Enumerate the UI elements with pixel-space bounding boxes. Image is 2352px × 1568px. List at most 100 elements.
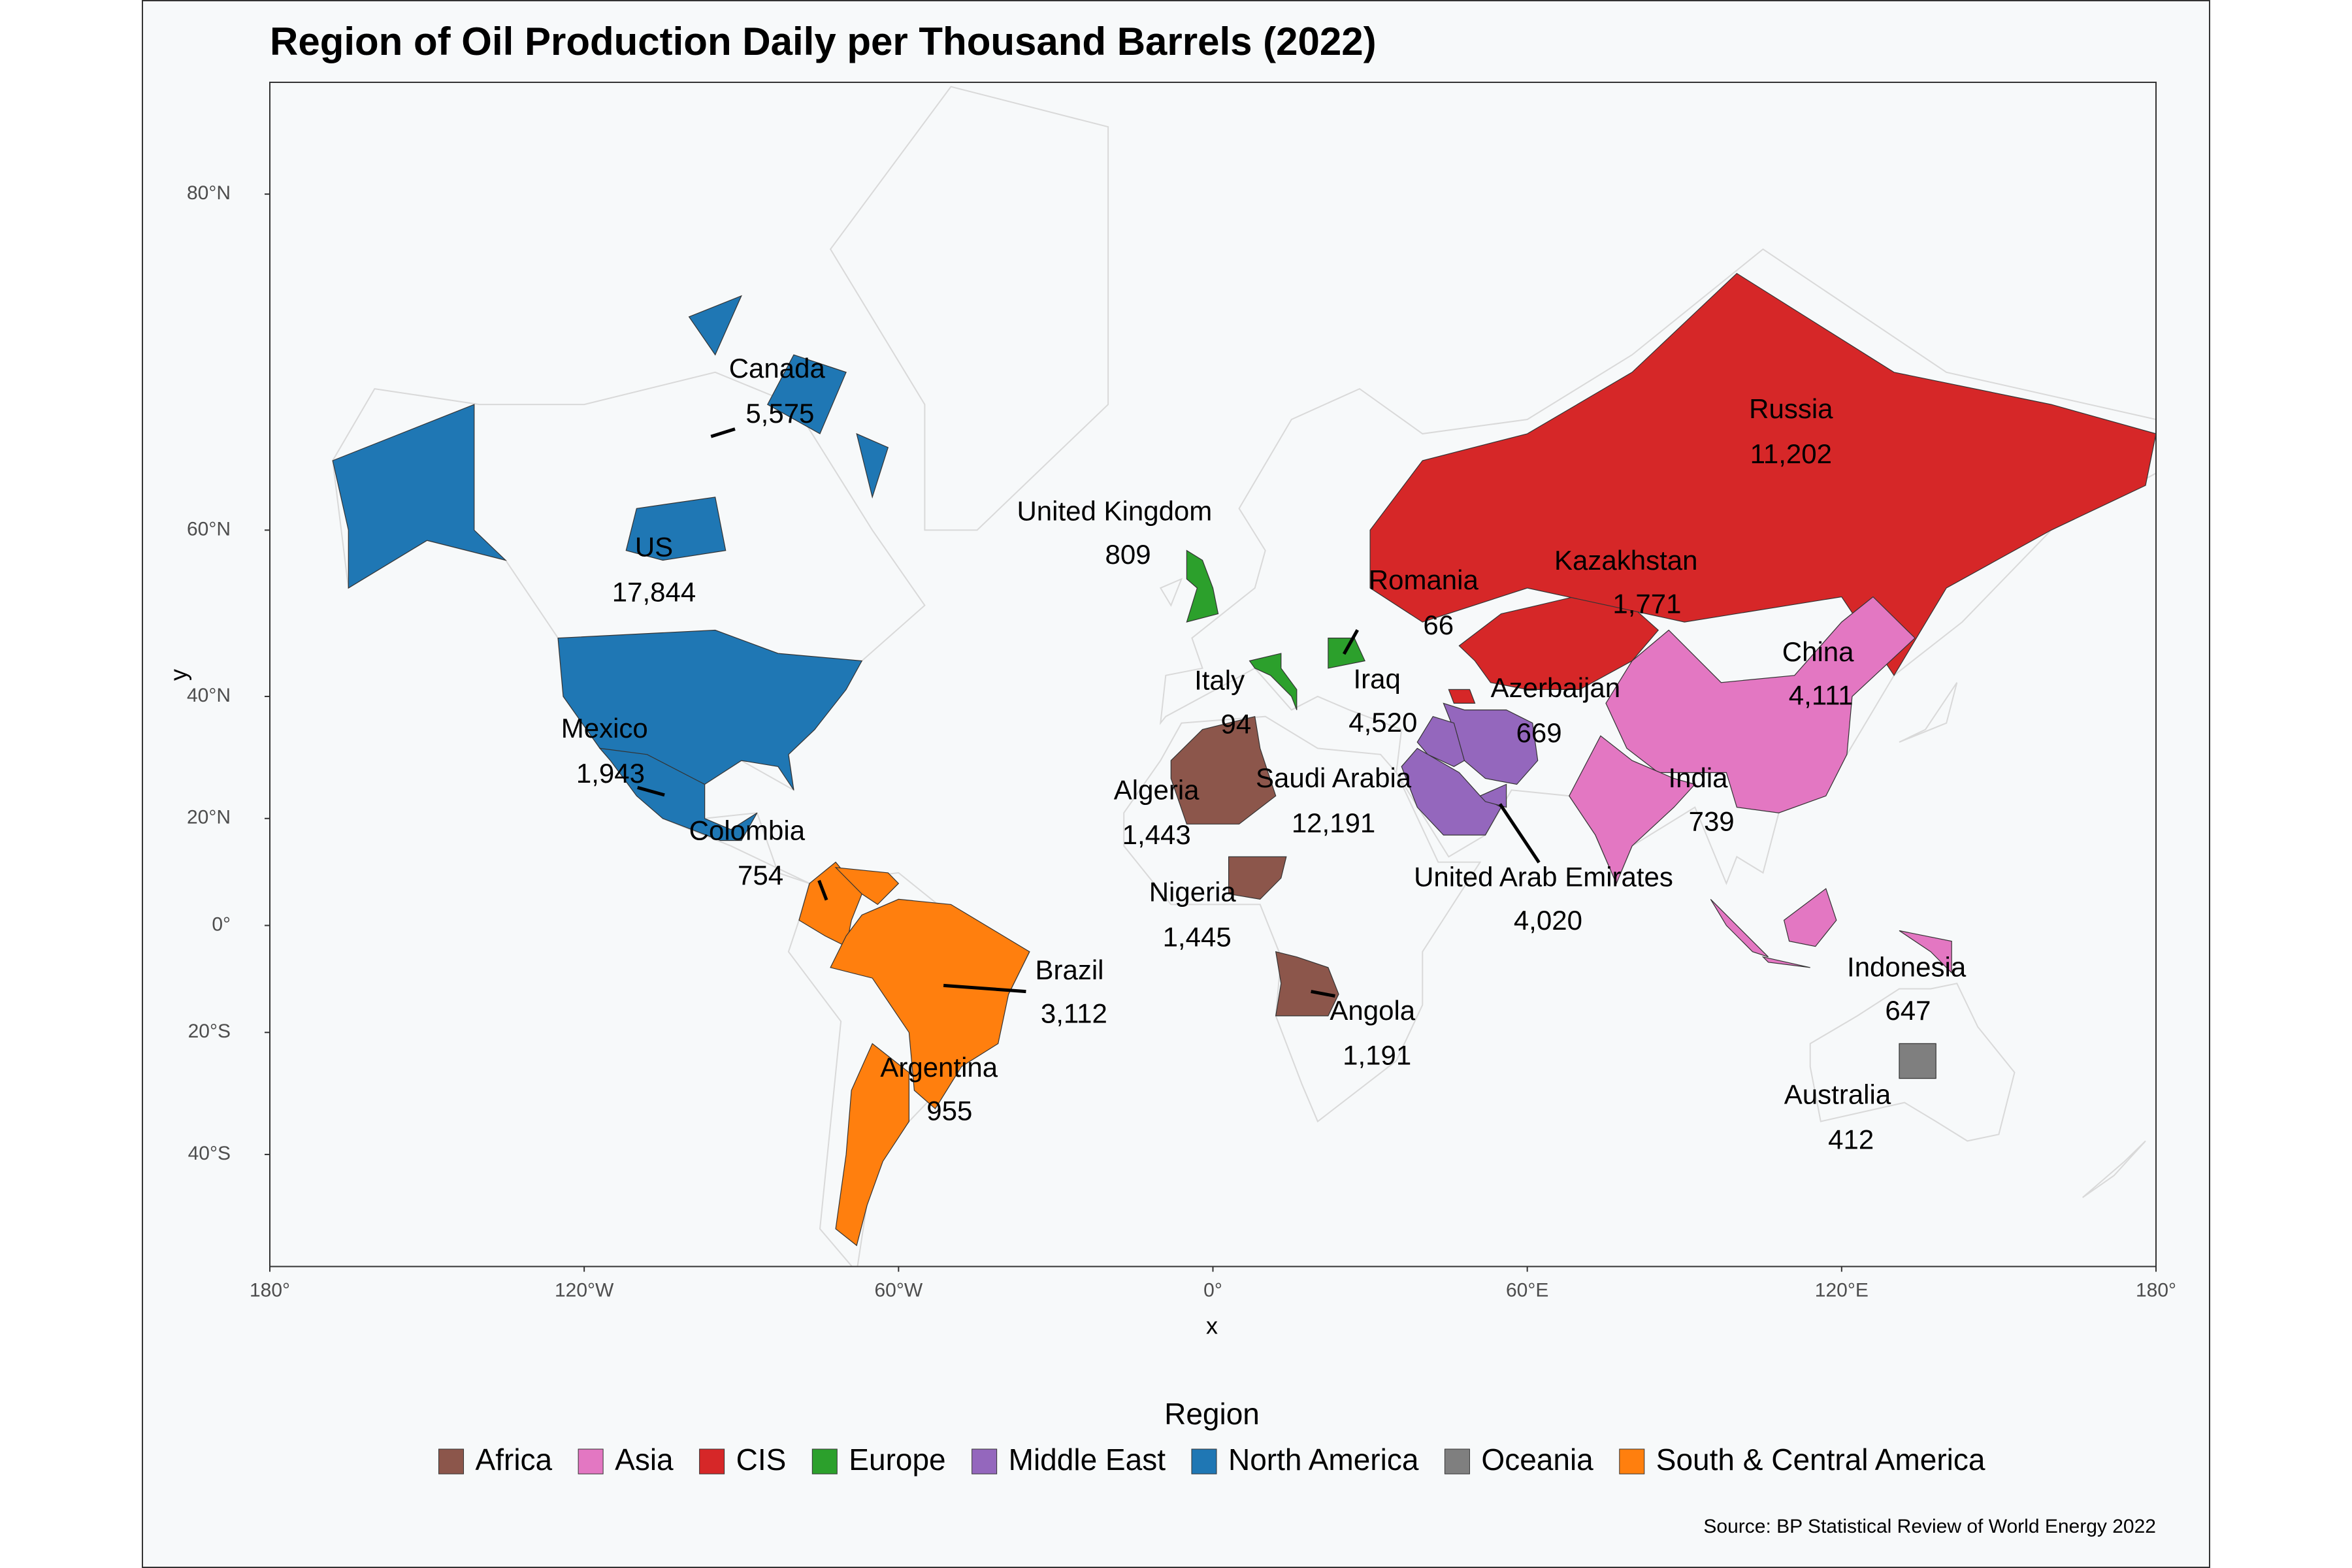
country-label: Mexico xyxy=(561,713,648,743)
legend-label: Europe xyxy=(849,1443,945,1477)
country-label: Russia xyxy=(1749,393,1833,424)
legend-swatch xyxy=(811,1448,838,1475)
country-shape xyxy=(625,497,727,561)
country-label: United Kingdom xyxy=(1017,495,1212,526)
country-shape xyxy=(1710,898,1769,958)
value-label: 955 xyxy=(926,1096,972,1126)
legend-label: South & Central America xyxy=(1656,1443,1985,1477)
y-tick-label: 60°N xyxy=(187,518,231,540)
x-tick-label: 180° xyxy=(2136,1279,2176,1301)
country-shape xyxy=(856,433,889,499)
map: 180° 120°W 60°W 0° 60°E 120°E 180° 80°N 60°N 40°N… xyxy=(187,82,2176,1301)
legend-swatch xyxy=(438,1448,465,1475)
leader-line xyxy=(710,427,736,438)
legend-swatch xyxy=(1444,1448,1470,1475)
value-label: 1,943 xyxy=(576,758,645,789)
country-shape xyxy=(1899,1043,1936,1079)
country-shape xyxy=(1761,956,1810,968)
value-label: 4,520 xyxy=(1348,707,1417,738)
value-label: 3,112 xyxy=(1041,998,1107,1028)
leader-line xyxy=(1498,803,1541,864)
value-label: 669 xyxy=(1516,717,1562,748)
country-shape xyxy=(1249,653,1298,710)
legend-swatch xyxy=(578,1448,604,1475)
country-shape xyxy=(1228,856,1287,900)
country-label: Iraq xyxy=(1353,663,1400,694)
y-tick-label: 20°S xyxy=(188,1021,231,1042)
country-label: Kazakhstan xyxy=(1554,545,1697,576)
country-shape xyxy=(834,867,900,906)
leader-line xyxy=(1342,629,1359,655)
value-label: 647 xyxy=(1885,995,1931,1026)
leader-line xyxy=(943,983,1026,994)
legend-swatch xyxy=(1191,1448,1217,1475)
x-tick-label: 60°W xyxy=(874,1279,923,1301)
x-tick-label: 120°W xyxy=(555,1279,614,1301)
leader-line xyxy=(637,785,665,797)
map-layer xyxy=(332,86,2156,1267)
country-label: Indonesia xyxy=(1847,951,1967,982)
country-shape xyxy=(1479,783,1507,808)
y-tick-label: 40°N xyxy=(187,685,231,706)
value-label: 11,202 xyxy=(1750,438,1832,469)
country-shape xyxy=(1605,596,1916,813)
value-label: 754 xyxy=(738,860,783,890)
country-label: Saudi Arabia xyxy=(1256,762,1412,793)
country-shape xyxy=(332,404,507,589)
country-label: Angola xyxy=(1330,995,1415,1026)
country-label: Australia xyxy=(1784,1079,1891,1109)
legend-label: Africa xyxy=(476,1443,553,1477)
country-shape xyxy=(835,1043,910,1247)
value-label: 412 xyxy=(1828,1124,1874,1154)
country-shape xyxy=(598,747,758,841)
legend-items: Africa Asia CIS Europe Middle East North Amer… xyxy=(438,1443,1985,1477)
value-label: 4,020 xyxy=(1514,905,1582,936)
value-label: 94 xyxy=(1220,708,1251,739)
country-label: Brazil xyxy=(1035,955,1103,985)
legend-label: CIS xyxy=(736,1443,787,1477)
country-shape xyxy=(1783,888,1837,947)
country-label: India xyxy=(1668,762,1728,793)
country-shape xyxy=(1899,930,1952,974)
x-tick-label: 120°E xyxy=(1815,1279,1869,1301)
x-axis-label: x xyxy=(1206,1313,1218,1339)
y-tick-label: 80°N xyxy=(187,182,231,204)
country-shape xyxy=(688,295,742,356)
value-label: 739 xyxy=(1689,806,1735,837)
value-label: 1,191 xyxy=(1343,1040,1411,1071)
land xyxy=(2082,1140,2146,1198)
y-axis-label: y xyxy=(165,669,192,681)
value-label: 1,771 xyxy=(1612,589,1681,619)
land xyxy=(1159,578,1183,607)
country-shape xyxy=(1569,735,1696,885)
country-shape xyxy=(766,354,847,434)
value-label: 66 xyxy=(1423,610,1454,640)
legend-swatch xyxy=(1619,1448,1645,1475)
land xyxy=(1899,682,1958,743)
country-label: Azerbaijan xyxy=(1491,672,1620,703)
value-label: 809 xyxy=(1105,539,1151,570)
value-label: 17,844 xyxy=(612,576,696,607)
y-tick-label: 0° xyxy=(212,913,231,935)
country-shape xyxy=(1448,689,1476,704)
country-shape xyxy=(830,898,1030,1110)
value-label: 4,111 xyxy=(1789,680,1854,711)
legend-title: Region xyxy=(1164,1397,1260,1431)
country-label: Romania xyxy=(1369,564,1479,595)
legend-swatch xyxy=(699,1448,725,1475)
legend-label: Asia xyxy=(615,1443,674,1477)
country-shape xyxy=(1328,637,1365,669)
x-tick-label: 0° xyxy=(1203,1279,1222,1301)
value-label: 1,443 xyxy=(1122,819,1191,850)
leader-line xyxy=(817,879,828,901)
country-label: US xyxy=(635,531,673,562)
leader-line xyxy=(1311,990,1335,998)
x-tick-label: 60°E xyxy=(1506,1279,1548,1301)
value-label: 1,445 xyxy=(1163,921,1232,952)
legend-label: North America xyxy=(1228,1443,1419,1477)
country-label: Canada xyxy=(729,353,826,384)
x-tick-label: 180° xyxy=(250,1279,290,1301)
country-label: Italy xyxy=(1194,665,1245,696)
value-label: 12,191 xyxy=(1292,808,1375,838)
